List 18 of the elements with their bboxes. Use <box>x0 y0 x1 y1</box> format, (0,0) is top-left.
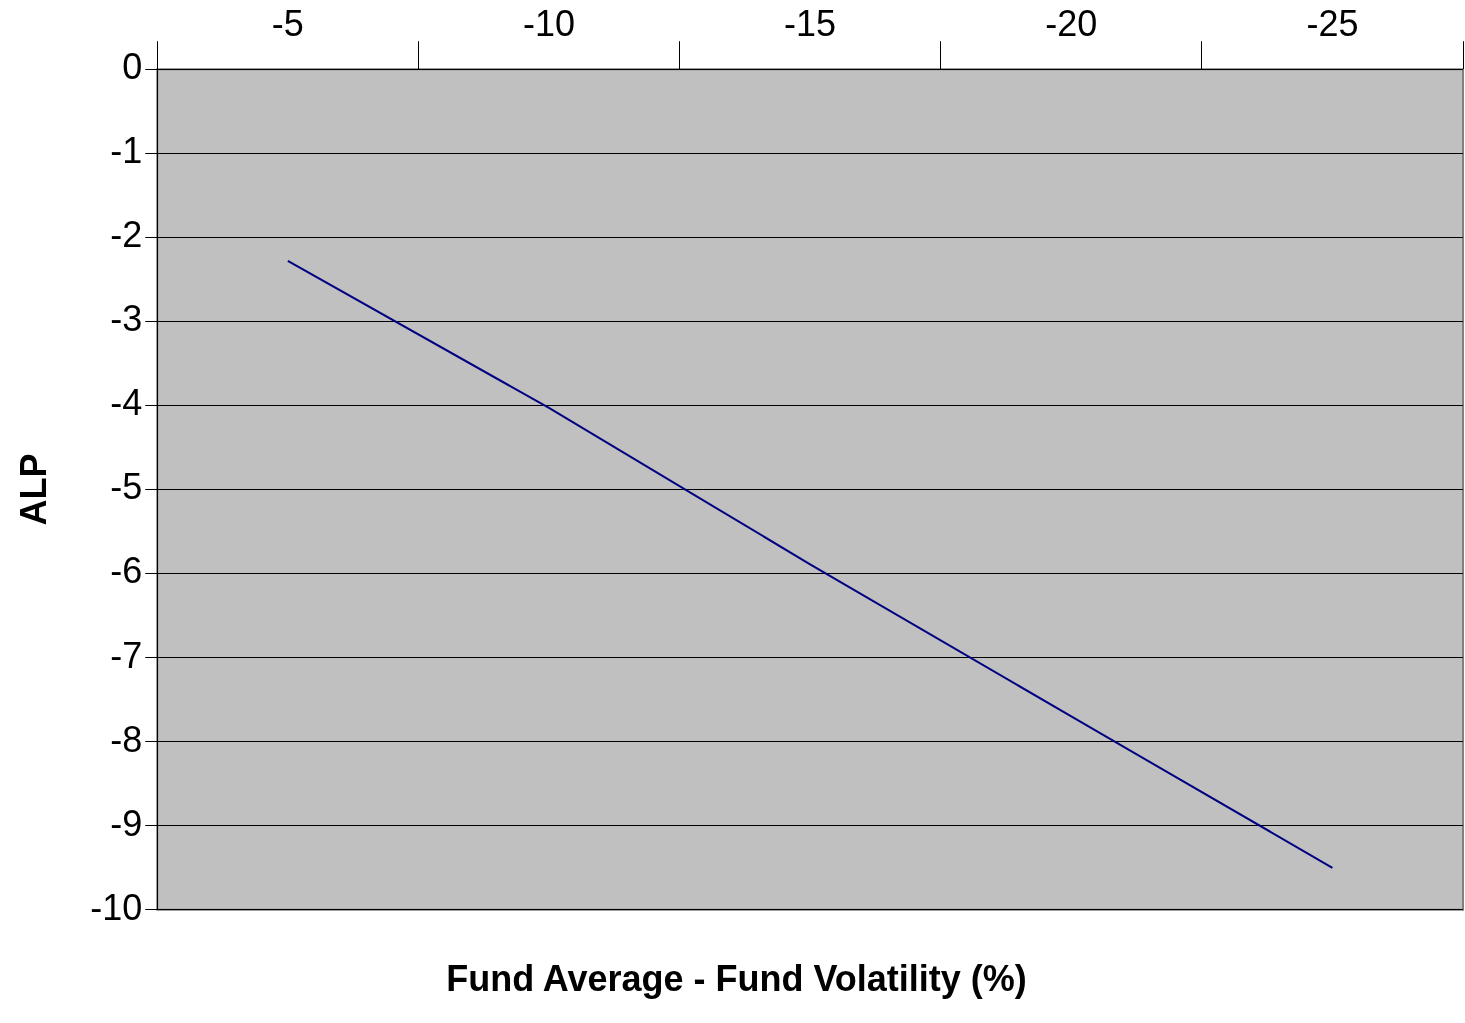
y-axis-title: ALP <box>12 453 54 526</box>
y-tick-label: -3 <box>110 298 143 340</box>
y-tick-label: -1 <box>110 130 143 172</box>
x-axis-title: Fund Average - Fund Volatility (%) <box>446 958 1027 1000</box>
x-tick-label: -5 <box>271 2 304 44</box>
y-tick-label: -5 <box>110 466 143 508</box>
x-tick-label: -10 <box>522 2 575 44</box>
y-tick-label: -8 <box>110 718 143 760</box>
y-tick-label: 0 <box>122 46 143 88</box>
y-tick-label: -9 <box>110 802 143 844</box>
x-tick-label: -25 <box>1306 2 1359 44</box>
y-tick-label: -7 <box>110 634 143 676</box>
y-tick-label: -2 <box>110 214 143 256</box>
x-tick-label: -15 <box>784 2 837 44</box>
y-tick-label: -6 <box>110 550 143 592</box>
y-tick-label: -10 <box>90 886 143 928</box>
y-tick-label: -4 <box>110 382 143 424</box>
x-tick-label: -20 <box>1045 2 1098 44</box>
